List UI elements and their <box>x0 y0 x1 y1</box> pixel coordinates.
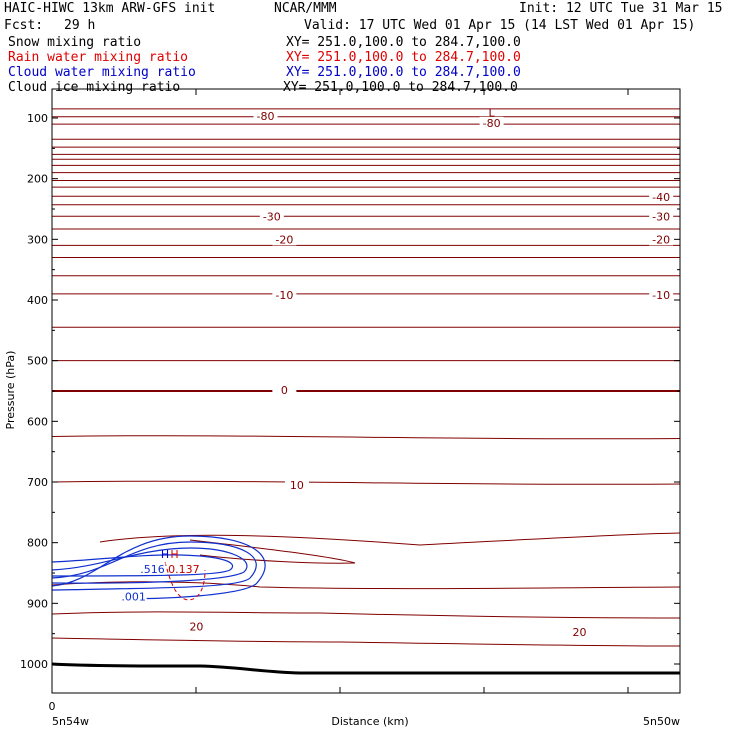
temperature-contour <box>99 532 681 546</box>
y-tick-label: 200 <box>27 173 48 186</box>
cloud-ice-field-name: Cloud ice mixing ratio <box>8 80 181 95</box>
cloud-water-contour <box>51 535 266 600</box>
x-left-location: 5n54w <box>52 715 89 728</box>
y-axis-label: Pressure (hPa) <box>4 351 17 430</box>
contour-label-bg <box>272 233 297 246</box>
contour-label-bg <box>272 383 297 396</box>
temperature-contour <box>51 637 681 647</box>
contour-label-bg <box>184 620 209 633</box>
rain-water-contour <box>164 561 206 601</box>
temperature-label: -40 <box>652 191 670 204</box>
contour-label-bg <box>649 233 674 246</box>
y-tick-label: 400 <box>27 294 48 307</box>
temperature-label: -30 <box>263 210 281 223</box>
temperature-contour <box>51 611 681 619</box>
y-tick-label: 500 <box>27 355 48 368</box>
y-tick-label: 700 <box>27 476 48 489</box>
contour-label-bg <box>649 289 674 302</box>
temperature-label: -20 <box>275 233 293 246</box>
y-tick-label: 900 <box>27 597 48 610</box>
contour-label-bg <box>272 289 297 302</box>
contour-label-bg <box>253 110 278 123</box>
temperature-label: -80 <box>257 110 275 123</box>
y-tick-label: 1000 <box>20 658 48 671</box>
x-right-location: 5n50w <box>643 715 680 728</box>
contour-label-bg <box>479 116 504 129</box>
extremum-marker: L <box>489 107 496 120</box>
cloud-ice-field-xy: XY= 251.0,100.0 to 284.7,100.0 <box>283 80 518 95</box>
snow-field-xy: XY= 251.0,100.0 to 284.7,100.0 <box>286 35 521 50</box>
forecast-label: Fcst: <box>4 18 44 33</box>
temperature-label: 10 <box>290 479 304 492</box>
temperature-label: 20 <box>189 620 203 633</box>
contour-label-bg <box>567 625 592 638</box>
temperature-label: -10 <box>275 289 293 302</box>
contour-labels: -80 -80 -40 -30 -30 -20 -20 -10 -10 0 10 20 20 L H H .00… <box>120 107 674 639</box>
cloud-water-label: .001 <box>121 591 146 604</box>
contour-label-bg <box>139 562 166 575</box>
y-tick-label: 600 <box>27 415 48 428</box>
extremum-marker: H <box>170 548 178 561</box>
temperature-label: -20 <box>652 233 670 246</box>
extremum-marker: H <box>161 548 169 561</box>
contour-label-bg <box>259 210 284 223</box>
contour-lines <box>51 108 681 675</box>
contour-label-bg <box>120 590 147 603</box>
org-label: NCAR/MMM <box>274 1 337 16</box>
x-start-tick: 0 <box>49 700 56 713</box>
temperature-contour <box>51 581 681 590</box>
rain-field-name: Rain water mixing ratio <box>8 50 189 65</box>
forecast-hour: 29 h <box>64 18 96 33</box>
temperature-label: -30 <box>652 210 670 223</box>
contour-label-bg <box>649 190 674 203</box>
y-tick-label: 100 <box>27 112 48 125</box>
temperature-label: 20 <box>573 626 587 639</box>
valid-time: Valid: 17 UTC Wed 01 Apr 15 (14 LST Wed … <box>304 18 696 33</box>
model-title: HAIC-HIWC 13km ARW-GFS init <box>4 1 216 16</box>
cloud-water-field-name: Cloud water mixing ratio <box>8 65 196 80</box>
snow-field-name: Snow mixing ratio <box>8 35 142 50</box>
y-tick-label: 800 <box>27 537 48 550</box>
rain-field-xy: XY= 251.0,100.0 to 284.7,100.0 <box>286 50 521 65</box>
temperature-contour <box>189 539 356 564</box>
contour-label-bg <box>284 479 309 492</box>
contour-label-bg <box>649 210 674 223</box>
cloud-water-contour <box>51 541 257 591</box>
x-axis-label: Distance (km) <box>331 715 408 728</box>
cloud-water-label: .516 <box>140 563 165 576</box>
cloud-water-field-xy: XY= 251.0,100.0 to 284.7,100.0 <box>286 65 521 80</box>
y-tick-label: 300 <box>27 233 48 246</box>
init-time: Init: 12 UTC Tue 31 Mar 15 <box>519 1 723 16</box>
temperature-label: 0 <box>281 384 288 397</box>
temperature-contour <box>51 480 681 485</box>
rain-water-label: 0.137 <box>168 563 200 576</box>
temperature-contour <box>51 435 681 440</box>
surface-line <box>51 662 680 675</box>
temperature-label: -80 <box>483 117 501 130</box>
temperature-label: -10 <box>652 289 670 302</box>
x-axis <box>51 89 629 693</box>
